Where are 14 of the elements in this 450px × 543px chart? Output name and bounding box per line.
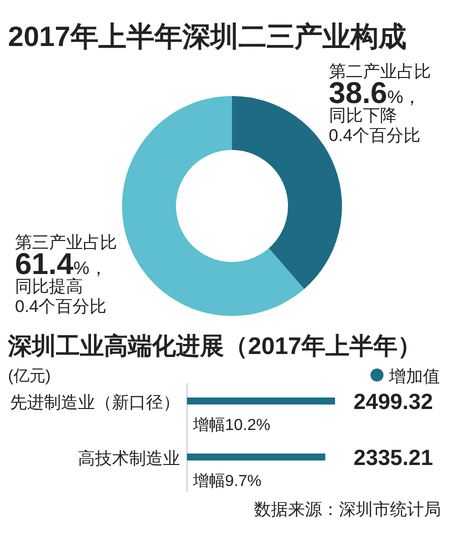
data-label: 2335.21	[353, 445, 433, 470]
chart-title: 2017年上半年深圳二三产业构成	[8, 21, 406, 52]
source-note: 数据来源：深圳市统计局	[254, 500, 441, 519]
slice-label: 第二产业占比	[328, 62, 431, 81]
annotation: 增幅10.2%	[192, 417, 270, 434]
donut-slice	[122, 96, 304, 316]
chart-title: 深圳工业高端化进展（2017年上半年）	[7, 332, 422, 360]
y-tick-label: 高技术制造业	[78, 449, 180, 468]
y-tick-label: 先进制造业（新口径）	[10, 393, 180, 412]
slice-label: 第三产业占比	[15, 233, 117, 252]
data-label: 2499.32	[353, 389, 433, 414]
legend-label: 增加值	[388, 367, 440, 386]
x-axis-title: (亿元)	[8, 368, 51, 385]
annotation: 增幅9.7%	[192, 473, 262, 490]
